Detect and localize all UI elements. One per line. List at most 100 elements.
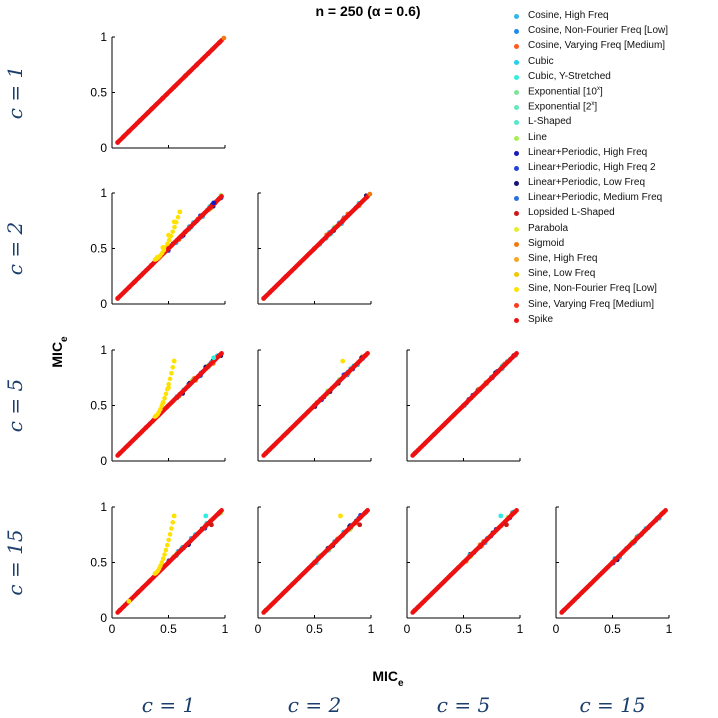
legend-marker	[514, 257, 519, 262]
panel-c1-c1: 00.51	[90, 30, 227, 155]
legend-marker	[514, 89, 519, 95]
scatter-point	[340, 218, 346, 224]
scatter-point	[504, 522, 509, 528]
legend-label: Sine, High Freq	[528, 253, 598, 264]
x-tick-label: 0.5	[455, 622, 472, 636]
legend-item: Sigmoid	[510, 238, 716, 253]
legend-marker	[514, 226, 519, 232]
legend-marker	[514, 14, 519, 19]
legend-label: Spike	[528, 313, 554, 325]
scatter-point	[166, 232, 171, 238]
legend-item: Linear+Periodic, High Freq	[510, 147, 716, 162]
legend-item: Lopsided L-Shaped	[510, 207, 716, 222]
scatter-point	[171, 219, 177, 225]
scatter-point	[160, 400, 166, 406]
x-tick-label: 0	[404, 622, 411, 636]
scatter-point	[261, 296, 267, 301]
legend-item: Linear+Periodic, High Freq 2	[510, 162, 716, 177]
legend-marker	[514, 105, 519, 111]
legend-marker	[514, 165, 519, 171]
scatter-point	[166, 381, 171, 387]
scatter-point	[221, 35, 227, 41]
scatter-point	[171, 358, 177, 364]
legend-item: Sine, Varying Freq [Medium]	[510, 299, 716, 314]
legend-marker	[514, 120, 519, 126]
scatter-point	[183, 73, 188, 79]
y-tick-label: 0.5	[90, 399, 107, 413]
scatter-point	[149, 262, 154, 268]
legend-marker	[514, 196, 519, 202]
scatter-point	[115, 296, 121, 301]
legend-label: Sigmoid	[528, 237, 565, 249]
scatter-point	[216, 353, 222, 358]
scatter-point	[660, 510, 666, 515]
legend-item: Spike	[510, 314, 716, 329]
x-tick-label: 1	[222, 622, 229, 636]
legend-label: Cosine, Non-Fourier Freq [Low]	[528, 25, 669, 37]
scatter-point	[183, 229, 188, 235]
row-label: c = 5	[3, 379, 27, 432]
scatter-point	[200, 212, 205, 218]
scatter-point	[367, 191, 373, 197]
y-tick-label: 1	[100, 343, 107, 357]
x-tick-label: 0	[553, 622, 560, 636]
scatter-point	[169, 370, 174, 376]
x-tick-label: 0.5	[160, 622, 177, 636]
row-label: c = 2	[3, 222, 27, 275]
legend-marker	[514, 59, 519, 65]
legend-marker	[514, 44, 519, 50]
legend-label: Linear+Periodic, High Freq	[528, 146, 648, 158]
panel-c15-c5: 0 0.5 1	[404, 506, 524, 636]
row-label: c = 15	[3, 529, 27, 595]
x-tick-label: 0.5	[306, 622, 323, 636]
y-tick-label: 0.5	[90, 556, 107, 570]
panel-c2-c1: 00.51	[90, 186, 226, 311]
legend: Cosine, High Freq Cosine, Non-Fourier Fre…	[510, 10, 716, 329]
scatter-point	[172, 224, 177, 230]
legend-item: L-Shaped	[510, 116, 716, 131]
legend-marker	[514, 135, 519, 141]
scatter-point	[166, 237, 172, 243]
row-label: c = 1	[3, 66, 27, 119]
y-tick-label: 1	[100, 30, 107, 44]
scatter-point	[149, 106, 154, 112]
panel-c5-c1: 00.51	[90, 343, 226, 468]
legend-marker	[514, 287, 519, 293]
scatter-point	[177, 392, 183, 397]
panel-c2-c2	[257, 191, 373, 305]
legend-label: Sine, Varying Freq [Medium]	[528, 298, 654, 310]
scatter-point	[312, 246, 317, 251]
legend-label: Cosine, High Freq	[528, 10, 609, 21]
legend-item: Exponential [2x]	[510, 101, 716, 116]
legend-item: Sine, Low Freq	[510, 268, 716, 283]
scatter-point	[412, 450, 418, 456]
scatter-point	[167, 532, 173, 537]
scatter-point	[171, 513, 177, 519]
legend-label: Cubic, Y-Stretched	[528, 70, 611, 82]
scatter-point	[171, 84, 177, 90]
scatter-point	[412, 607, 418, 613]
scatter-point	[160, 244, 166, 250]
scatter-point	[511, 353, 517, 358]
scatter-point	[362, 353, 368, 358]
panel-c5-c2	[257, 349, 372, 462]
panel-c5-c5	[406, 349, 521, 462]
scatter-point	[461, 403, 466, 408]
legend-marker	[514, 181, 519, 187]
scatter-point	[126, 128, 132, 134]
legend-item: Cubic, Y-Stretched	[510, 71, 716, 86]
scatter-point	[177, 209, 183, 215]
scatter-point	[154, 254, 160, 260]
legend-item: Exponential [10x]	[510, 86, 716, 101]
scatter-point	[211, 200, 217, 206]
scatter-point	[209, 522, 214, 528]
legend-label: Line	[528, 131, 547, 143]
scatter-point	[194, 62, 200, 68]
y-tick-label: 0	[100, 141, 107, 155]
scatter-point	[312, 403, 317, 408]
legend-item: Parabola	[510, 223, 716, 238]
y-tick-label: 0	[100, 454, 107, 468]
y-tick-label: 0	[100, 611, 107, 625]
legend-label: L-Shaped	[528, 116, 572, 128]
